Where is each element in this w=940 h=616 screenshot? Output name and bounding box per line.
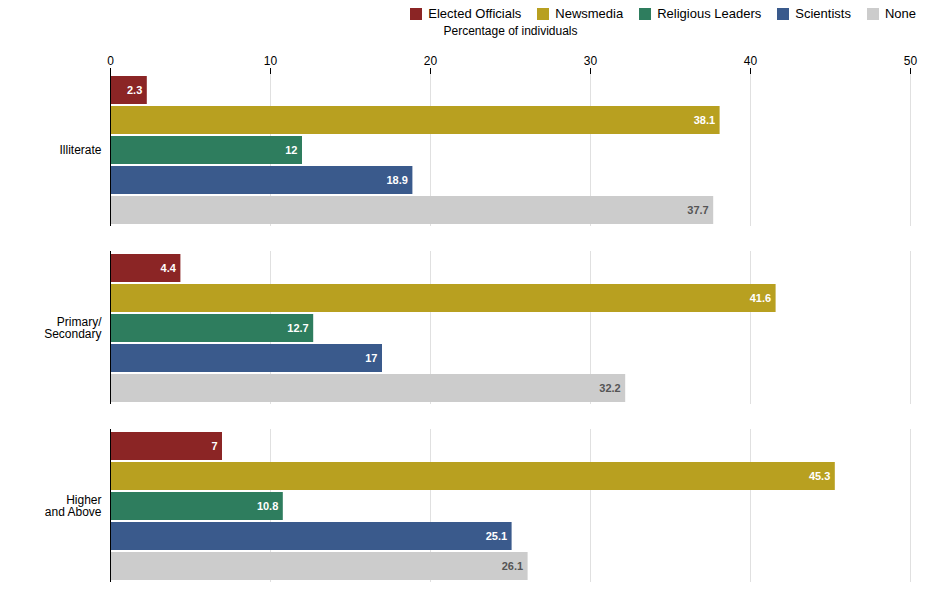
svg-text:12: 12 — [285, 144, 297, 156]
svg-text:17: 17 — [365, 352, 377, 364]
svg-text:37.7: 37.7 — [687, 204, 708, 216]
svg-text:7: 7 — [211, 440, 217, 452]
svg-text:32.2: 32.2 — [599, 382, 620, 394]
svg-text:Percentage of individuals: Percentage of individuals — [443, 24, 577, 38]
html-text:Scientists: Scientists — [795, 6, 851, 21]
svg-text:10: 10 — [264, 54, 278, 68]
html-text:Newsmedia: Newsmedia — [555, 6, 624, 21]
svg-text:50: 50 — [904, 54, 918, 68]
svg-text:Primary/Secondary: Primary/Secondary — [44, 315, 102, 341]
svg-text:Higherand Above: Higherand Above — [45, 493, 102, 519]
svg-text:40: 40 — [744, 54, 758, 68]
svg-text:18.9: 18.9 — [386, 174, 407, 186]
svg-text:2.3: 2.3 — [127, 84, 142, 96]
svg-text:4.4: 4.4 — [161, 262, 177, 274]
svg-text:Illiterate: Illiterate — [59, 143, 101, 157]
svg-text:41.6: 41.6 — [750, 292, 771, 304]
html-text:None: None — [884, 6, 916, 21]
svg-text:38.1: 38.1 — [694, 114, 715, 126]
html-text:Religious Leaders: Religious Leaders — [657, 6, 762, 21]
svg-text:30: 30 — [584, 54, 598, 68]
html-text:Elected Officials: Elected Officials — [428, 6, 522, 21]
svg-text:25.1: 25.1 — [486, 530, 507, 542]
svg-text:10.8: 10.8 — [257, 500, 278, 512]
svg-text:12.7: 12.7 — [287, 322, 308, 334]
svg-text:0: 0 — [107, 54, 114, 68]
svg-text:45.3: 45.3 — [809, 470, 830, 482]
svg-text:26.1: 26.1 — [502, 560, 523, 572]
svg-text:20: 20 — [424, 54, 438, 68]
